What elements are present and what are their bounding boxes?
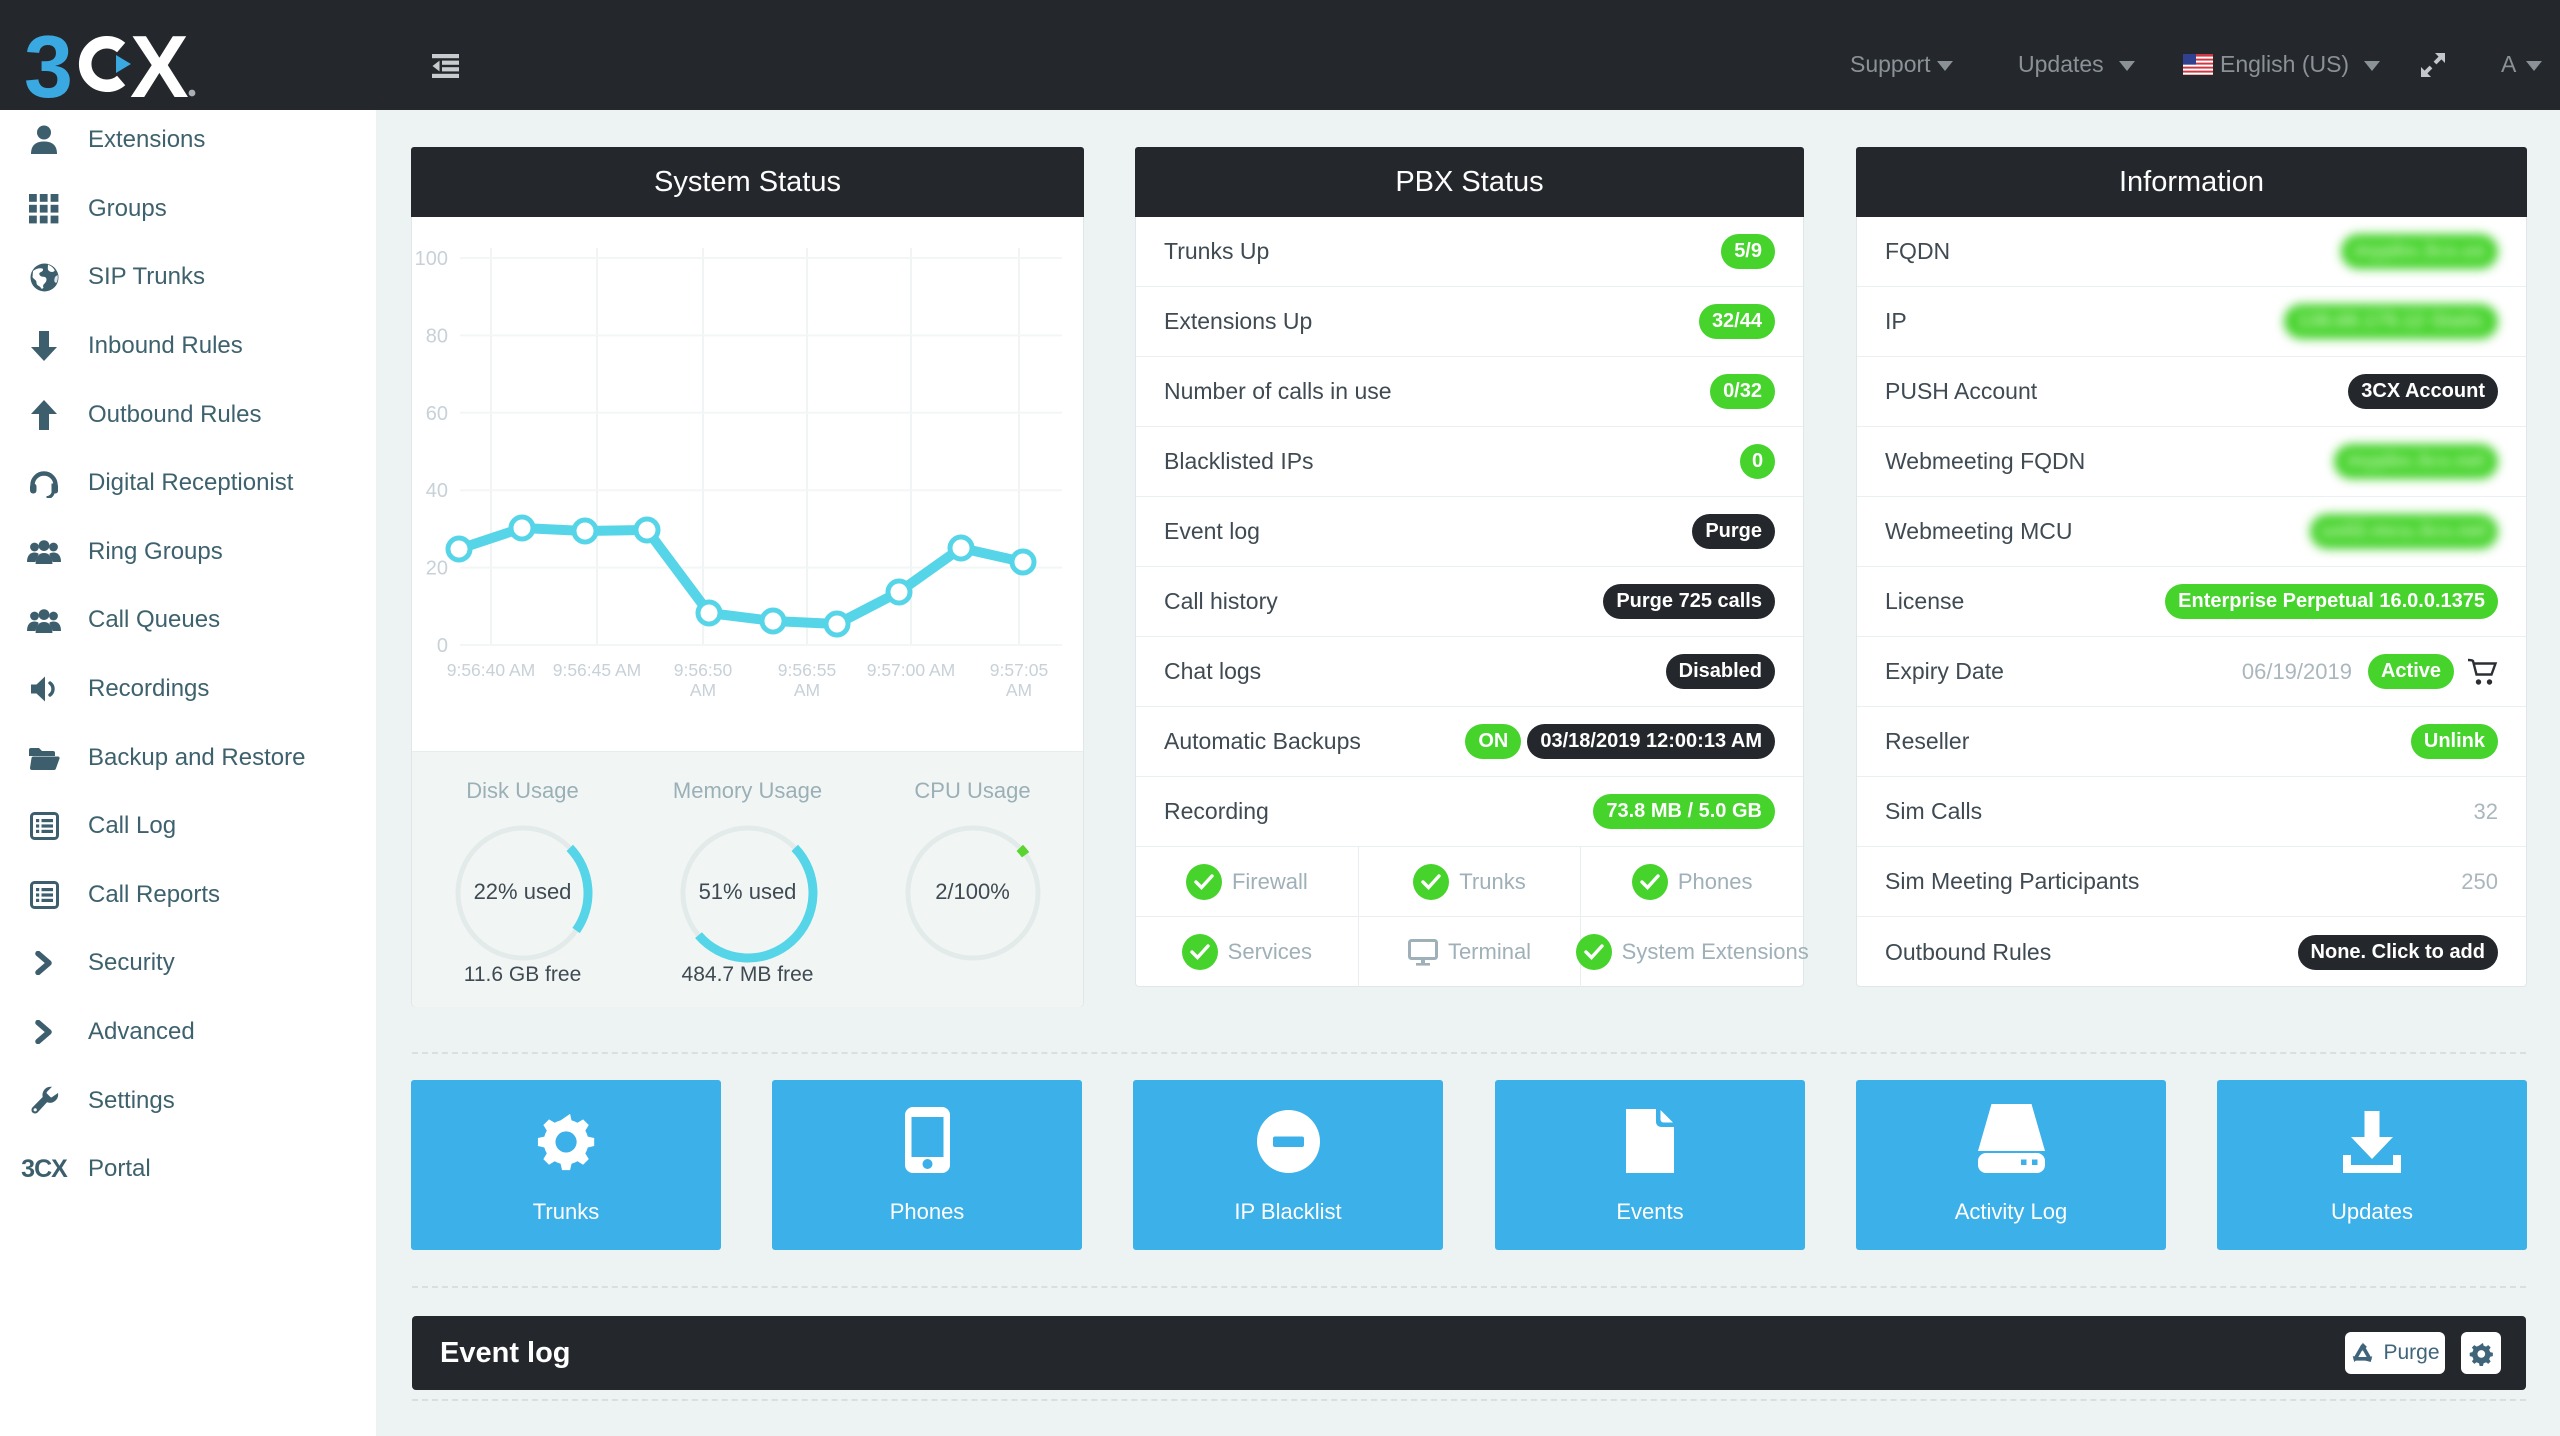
svg-text:9:56:50: 9:56:50 [674, 660, 733, 680]
svg-text:3: 3 [24, 22, 73, 102]
svg-text:9:56:40 AM: 9:56:40 AM [447, 660, 536, 680]
svg-text:9:56:45 AM: 9:56:45 AM [553, 660, 642, 680]
svg-text:0: 0 [437, 635, 448, 657]
svg-text:60: 60 [426, 403, 448, 425]
svg-text:AM: AM [794, 680, 820, 700]
svg-text:9:57:05: 9:57:05 [990, 660, 1048, 680]
svg-text:AM: AM [690, 680, 716, 700]
svg-text:40: 40 [426, 480, 448, 502]
svg-text:80: 80 [426, 325, 448, 347]
svg-text:100: 100 [415, 248, 448, 270]
svg-text:9:56:55: 9:56:55 [778, 660, 836, 680]
svg-text:9:57:00 AM: 9:57:00 AM [867, 660, 956, 680]
svg-text:X: X [130, 22, 189, 102]
svg-text:AM: AM [1006, 680, 1032, 700]
svg-text:20: 20 [426, 558, 448, 580]
